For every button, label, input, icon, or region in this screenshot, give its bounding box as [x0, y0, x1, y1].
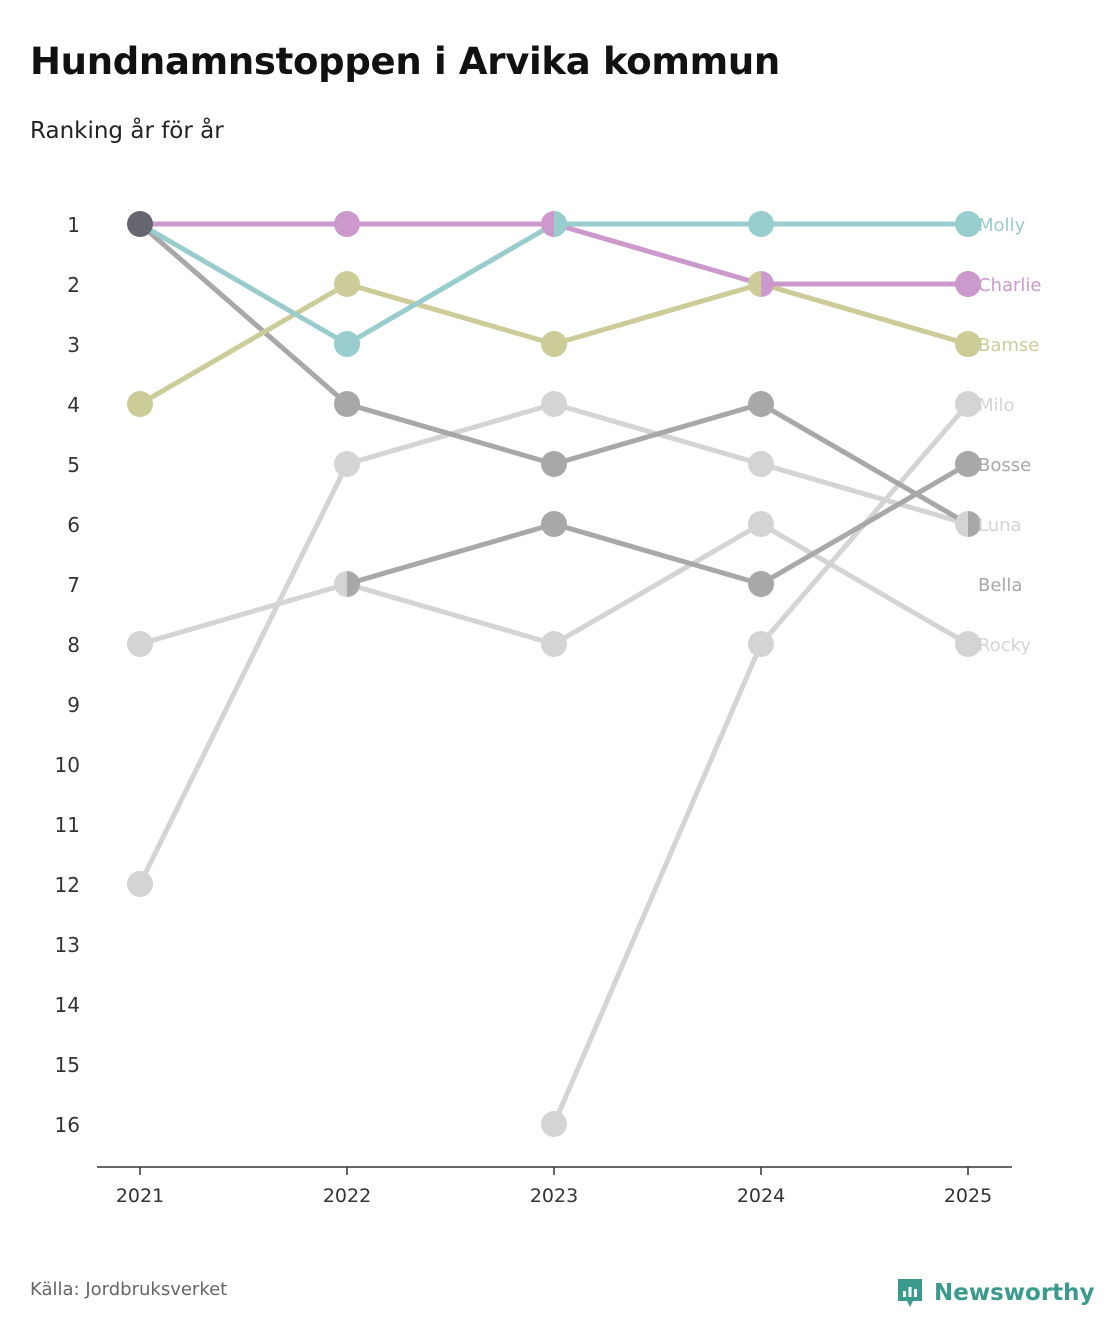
end-label-rocky: Rocky	[978, 635, 1031, 656]
y-tick-label-2: 2	[67, 273, 80, 297]
point-charlie-2025	[955, 271, 981, 297]
end-label-bamse: Bamse	[978, 335, 1039, 356]
y-tick-label-16: 16	[55, 1113, 80, 1137]
point-bosse-2022	[334, 391, 360, 417]
point-half-right	[554, 211, 567, 237]
point-rocky-2021	[127, 631, 153, 657]
end-label-molly: Molly	[978, 215, 1026, 236]
point-milo-2023	[541, 1111, 567, 1137]
source-note: Källa: Jordbruksverket	[30, 1279, 228, 1300]
x-tick-label-2022: 2022	[323, 1185, 371, 1207]
y-tick-label-13: 13	[55, 933, 80, 957]
y-tick-label-1: 1	[67, 213, 80, 237]
chart-subtitle: Ranking år för år	[30, 118, 224, 144]
y-tick-label-9: 9	[67, 693, 80, 717]
point-bosse-2024	[748, 391, 774, 417]
newsworthy-logo-icon	[898, 1279, 922, 1307]
y-tick-label-6: 6	[67, 513, 80, 537]
x-tick-label-2025: 2025	[944, 1185, 992, 1207]
end-labels: Molly Charlie Bamse Milo Bosse Luna Bella Rocky	[978, 215, 1041, 656]
point-2025-rank-6	[955, 511, 981, 537]
y-tick-label-14: 14	[55, 993, 80, 1017]
point-rocky-2024	[748, 511, 774, 537]
point-2021-rank-1	[127, 211, 153, 237]
series-line-rocky	[137, 521, 971, 647]
point-milo-2024	[748, 631, 774, 657]
y-tick-label-7: 7	[67, 573, 80, 597]
brand-logo[interactable]: Newsworthy	[896, 1273, 1095, 1313]
y-tick-label-8: 8	[67, 633, 80, 657]
y-tick-label-12: 12	[55, 873, 80, 897]
point-2022-rank-7	[334, 571, 360, 597]
point-luna-2021	[127, 871, 153, 897]
point-bella-2023	[541, 511, 567, 537]
point-2023-rank-1	[541, 211, 567, 237]
chart-title: Hundnamnstoppen i Arvika kommun	[30, 40, 780, 83]
series-line-bella	[344, 461, 971, 587]
point-rocky-2025	[955, 631, 981, 657]
point-half-left	[748, 271, 761, 297]
point-luna-2023	[541, 391, 567, 417]
point-milo-2025	[955, 391, 981, 417]
point-molly-2025	[955, 211, 981, 237]
point-half-right	[761, 271, 774, 297]
point-bosse-2023	[541, 451, 567, 477]
y-tick-label-15: 15	[55, 1053, 80, 1077]
x-tick-label-2021: 2021	[116, 1185, 164, 1207]
y-tick-label-4: 4	[67, 393, 80, 417]
point-bamse-2021	[127, 391, 153, 417]
point-half-left	[334, 571, 347, 597]
y-tick-label-11: 11	[55, 813, 80, 837]
point-molly-2024	[748, 211, 774, 237]
point-molly-2022	[334, 331, 360, 357]
series-lines	[137, 221, 971, 1127]
point-charlie-2022	[334, 211, 360, 237]
end-label-luna: Luna	[978, 515, 1022, 536]
series-points	[127, 211, 981, 1137]
point-bella-2024	[748, 571, 774, 597]
series-line-bosse	[137, 221, 971, 527]
point-bella-2025	[955, 451, 981, 477]
brand-name: Newsworthy	[934, 1280, 1095, 1306]
point-bamse-2025	[955, 331, 981, 357]
y-tick-label-3: 3	[67, 333, 80, 357]
end-label-bella: Bella	[978, 575, 1022, 596]
point-luna-2022	[334, 451, 360, 477]
point-half-right	[968, 511, 981, 537]
x-tick-label-2024: 2024	[737, 1185, 785, 1207]
end-label-milo: Milo	[978, 395, 1015, 416]
point-rocky-2023	[541, 631, 567, 657]
x-tick-label-2023: 2023	[530, 1185, 578, 1207]
end-label-charlie: Charlie	[978, 275, 1041, 296]
y-tick-label-10: 10	[55, 753, 80, 777]
point-half-right	[347, 571, 360, 597]
point-bamse-2022	[334, 271, 360, 297]
point-bamse-2023	[541, 331, 567, 357]
x-axis: 2021 2022 2023 2024 2025	[97, 1166, 1012, 1207]
point-luna-2024	[748, 451, 774, 477]
point-2024-rank-2	[748, 271, 774, 297]
end-label-bosse: Bosse	[978, 455, 1031, 476]
point-half-left	[541, 211, 554, 237]
y-tick-label-5: 5	[67, 453, 80, 477]
point-half-left	[955, 511, 968, 537]
